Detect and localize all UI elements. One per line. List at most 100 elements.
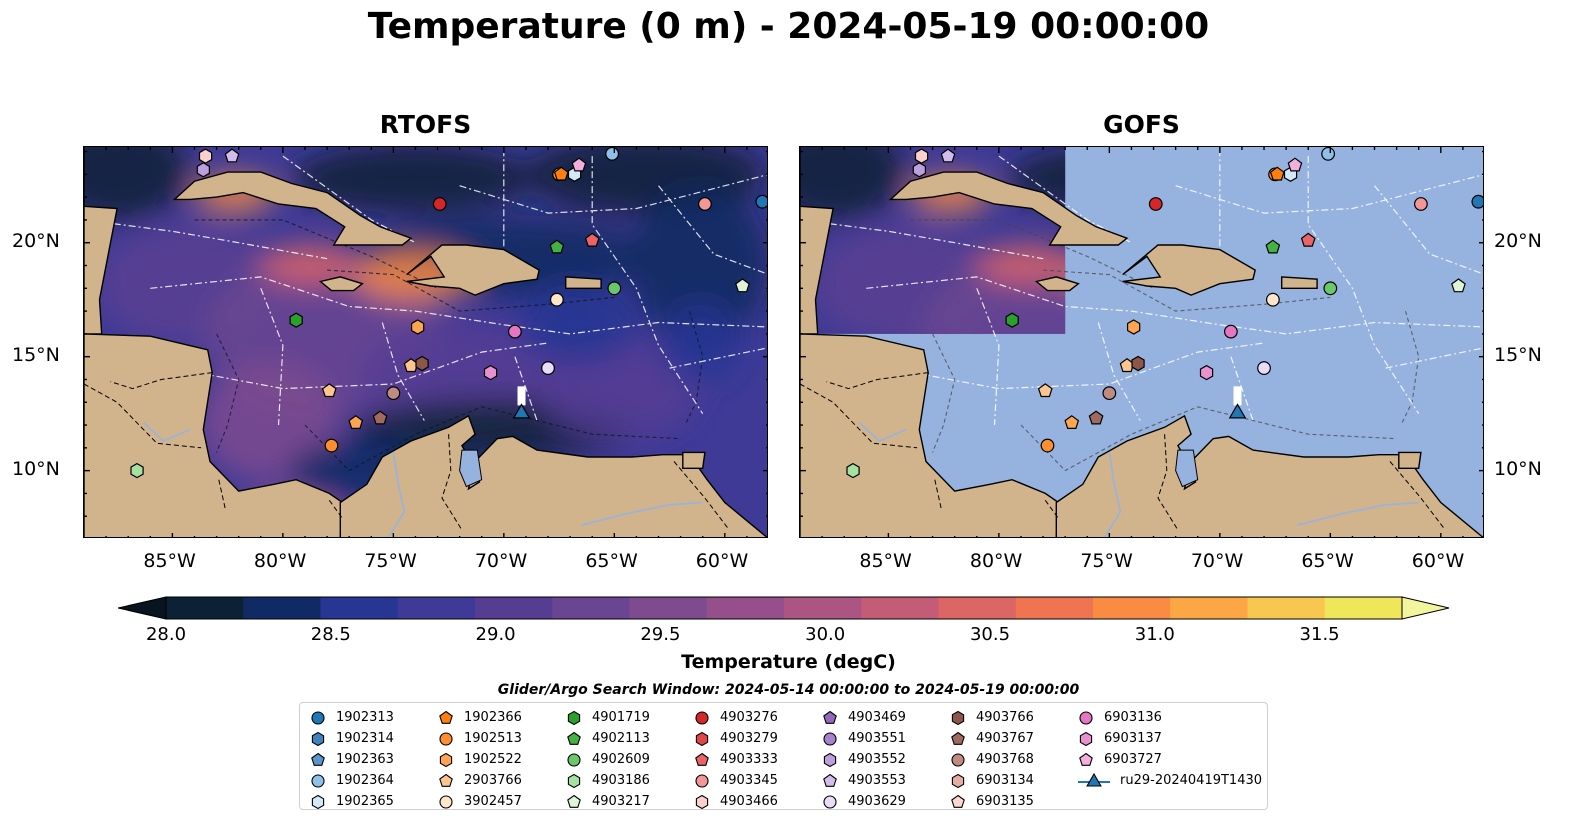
legend-label: 1902364	[336, 773, 394, 788]
map-marker-22	[1088, 410, 1104, 425]
map-marker-17	[415, 355, 429, 372]
legend-marker-icon	[823, 710, 837, 724]
legend-label: 1902313	[336, 710, 394, 725]
legend-marker-icon	[1079, 752, 1093, 766]
map-marker-18	[483, 364, 498, 381]
legend-label: 6903134	[976, 773, 1034, 788]
map-marker-7	[1471, 194, 1483, 209]
legend-marker-icon	[567, 710, 581, 725]
colorbar-bin	[861, 597, 939, 619]
legend-marker-icon	[311, 773, 325, 788]
legend-marker-icon	[311, 794, 325, 809]
legend-item: 6903136	[1078, 707, 1262, 728]
colorbar-over-arrow	[1401, 596, 1450, 620]
legend-item: 4903333	[694, 749, 778, 770]
glider-track	[517, 386, 526, 406]
map-marker-19	[1257, 361, 1271, 375]
map-marker-0	[1148, 197, 1163, 211]
legend-label: 6903727	[1104, 752, 1162, 767]
colorbar-tick-label: 31.5	[1299, 624, 1340, 645]
lon-tick-label: 80°W	[969, 550, 1023, 572]
map-marker-17	[1131, 355, 1145, 372]
map-marker-15	[507, 324, 522, 339]
map-marker-4	[571, 157, 587, 172]
colorbar-tick-label: 30.5	[969, 624, 1011, 645]
legend-marker-icon	[823, 773, 837, 787]
lat-tick-label: 20°N	[1494, 229, 1542, 252]
legend-label: 6903137	[1104, 731, 1162, 746]
colorbar-bin	[397, 597, 476, 619]
legend-marker-icon	[439, 752, 453, 767]
colorbar-under-arrow	[117, 596, 167, 620]
legend-item: 4903466	[694, 791, 778, 812]
legend-marker-icon	[823, 794, 837, 809]
map-marker-12	[735, 278, 750, 293]
legend-item: 4901719	[566, 707, 650, 728]
rtofs-bathymetry-contours	[194, 219, 704, 472]
map-marker-21	[386, 386, 401, 401]
map-marker-25	[130, 462, 144, 479]
gofs-float-markers	[846, 147, 1483, 479]
legend-item: 4903552	[822, 749, 906, 770]
map-marker-27	[224, 148, 240, 163]
glider-track	[1233, 386, 1242, 406]
legend-marker-icon	[951, 710, 965, 725]
legend-item: 4903279	[694, 728, 778, 749]
legend-marker-icon	[439, 710, 453, 724]
colorbar-bins	[117, 596, 1450, 620]
rtofs-float-markers	[130, 147, 767, 479]
gofs-borders	[800, 372, 1446, 531]
legend-item: 6903134	[950, 770, 1034, 791]
map-marker-26	[914, 148, 929, 164]
gofs-bathymetry-contours	[910, 219, 1420, 472]
legend-column: 4903469 4903551 4903552 4903553 4903629	[822, 707, 906, 812]
map-marker-7	[755, 194, 767, 209]
colorbar-bin	[320, 597, 399, 619]
colorbar-tick-label: 28.5	[310, 624, 351, 645]
map-marker-11	[607, 281, 622, 296]
map-marker-21	[1102, 386, 1117, 401]
legend-marker-icon	[951, 752, 965, 767]
colorbar-bin	[938, 597, 1017, 619]
rtofs-boundary-lines	[84, 149, 767, 426]
map-marker-27	[940, 148, 956, 163]
gofs-rivers	[859, 422, 1419, 537]
colorbar-tick-label: 29.0	[475, 624, 516, 645]
rtofs-map[interactable]	[83, 146, 768, 538]
map-marker-12	[1451, 278, 1466, 293]
legend-column: 4903766 4903767 4903768 6903134 6903135	[950, 707, 1034, 812]
legend-item: 4903276	[694, 707, 778, 728]
legend-marker-icon	[567, 731, 581, 745]
legend-item: 1902313	[310, 707, 394, 728]
rtofs-rivers	[143, 422, 703, 537]
legend-marker-icon	[1079, 710, 1093, 725]
colorbar-bin	[475, 597, 553, 619]
legend-item: 4902113	[566, 728, 650, 749]
lon-tick-label: 80°W	[253, 550, 307, 572]
legend-item: 4903186	[566, 770, 650, 791]
legend-marker-icon	[567, 773, 581, 788]
legend-label: 1902513	[464, 731, 522, 746]
lat-tick-label: 10°N	[12, 457, 60, 480]
legend-label: 4903333	[720, 752, 778, 767]
rtofs-map-canvas	[84, 147, 767, 537]
lat-tick-label: 15°N	[12, 343, 60, 366]
legend-marker-icon	[439, 773, 453, 787]
legend-marker-icon	[311, 710, 325, 725]
legend-item: 1902314	[310, 728, 394, 749]
legend-label: 6903136	[1104, 710, 1162, 725]
legend-item: 6903727	[1078, 749, 1262, 770]
map-marker-15	[1223, 324, 1238, 339]
lon-tick-label: 85°W	[143, 550, 196, 572]
legend-marker-icon	[1078, 772, 1110, 787]
lat-tick-label: 15°N	[1494, 343, 1542, 366]
lat-tick-label: 10°N	[1494, 457, 1542, 480]
float-legend: 1902313 1902314 1902363 1902364 1902365 19023…	[299, 702, 1268, 810]
gofs-map-canvas	[800, 147, 1483, 537]
gofs-map[interactable]	[799, 146, 1484, 538]
legend-item: ru29-20240419T1430	[1078, 770, 1262, 791]
legend-item: 4903553	[822, 770, 906, 791]
legend-item: 6903135	[950, 791, 1034, 812]
map-marker-26	[198, 148, 213, 164]
map-marker-6	[698, 197, 712, 211]
